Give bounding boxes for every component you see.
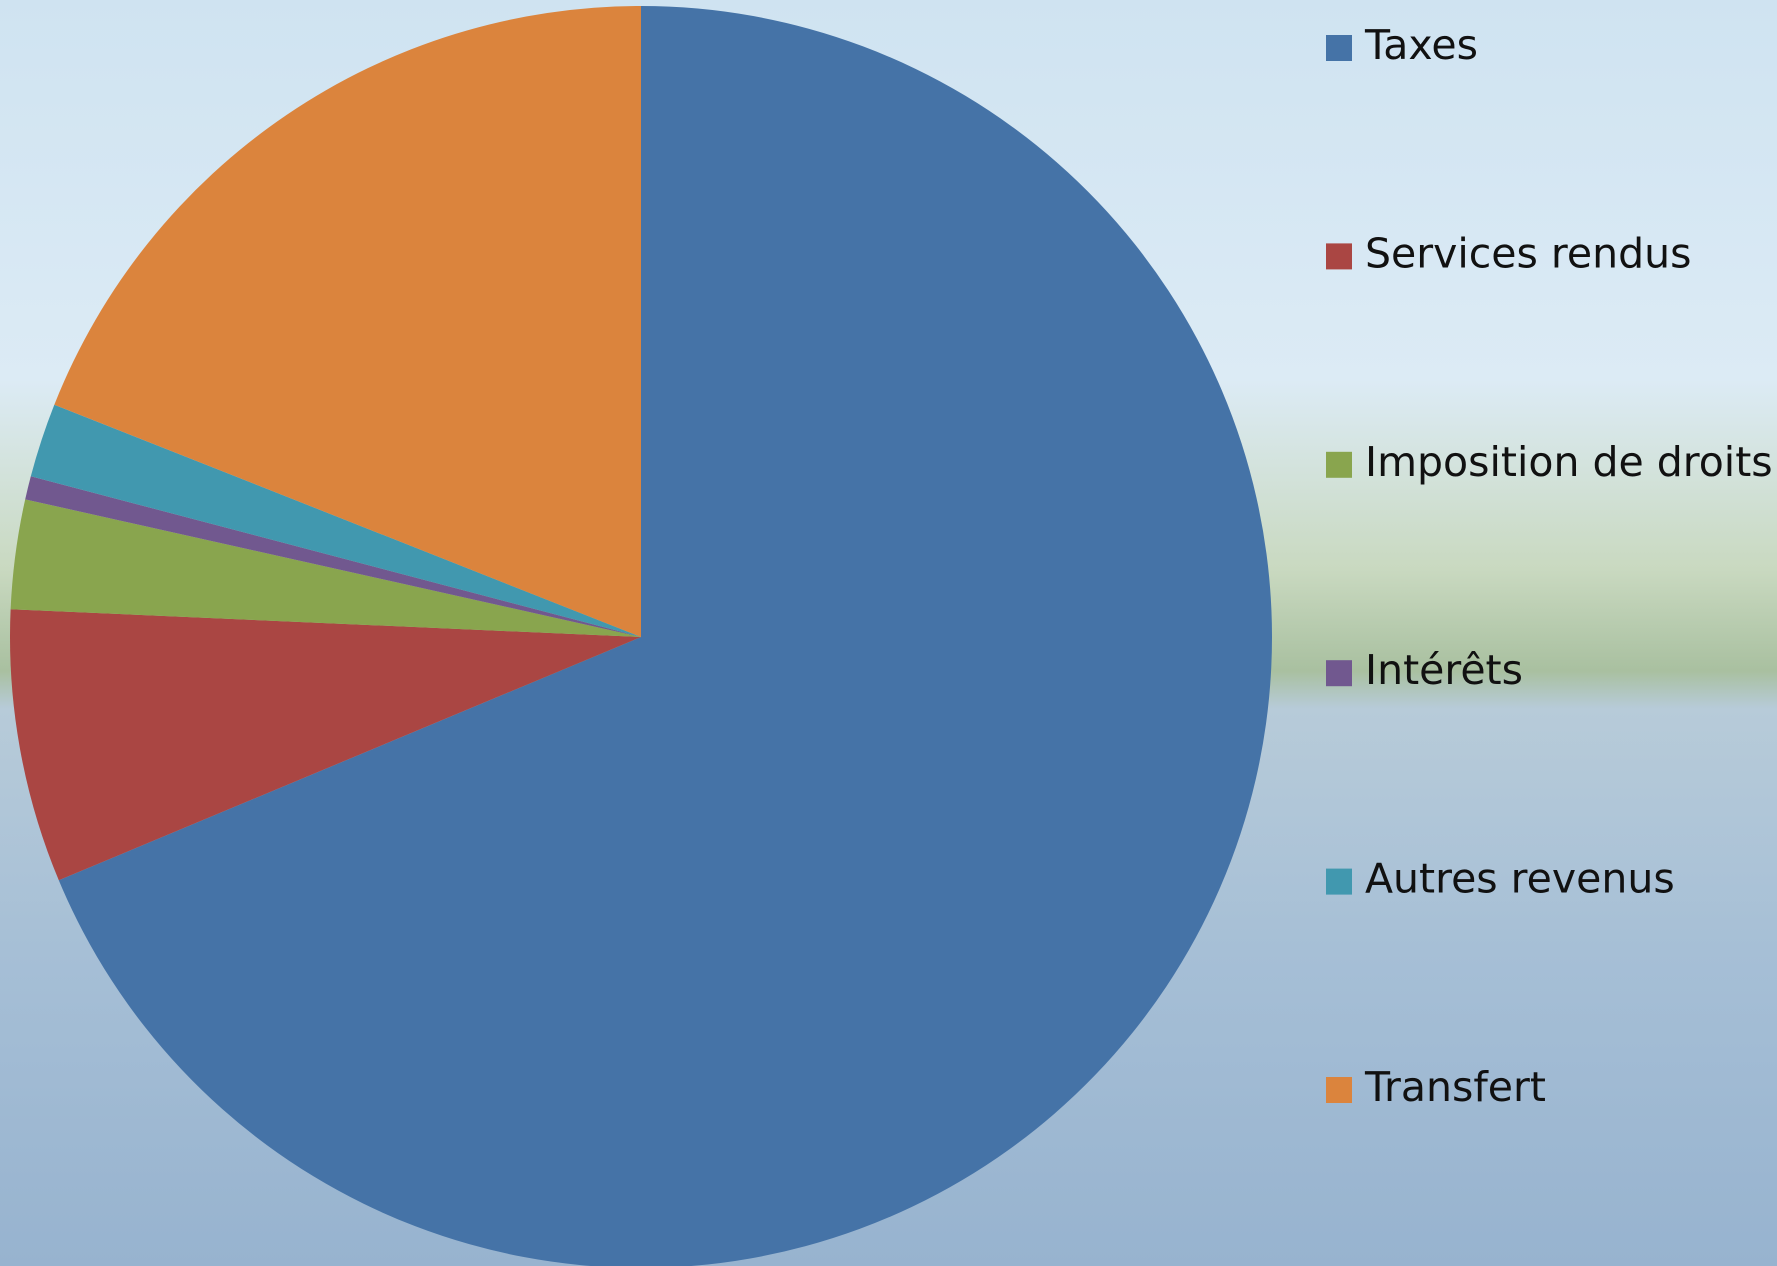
- pie-slice: [54, 6, 642, 637]
- legend-swatch: [1326, 868, 1352, 895]
- pie-slice: [10, 499, 641, 637]
- legend-label: Autres revenus: [1365, 855, 1675, 903]
- legend-swatch: [1326, 243, 1352, 270]
- legend-label: Intérêts: [1365, 646, 1523, 694]
- legend-swatch: [1326, 451, 1352, 478]
- legend-label: Services rendus: [1365, 229, 1691, 277]
- pie-slice: [30, 404, 641, 637]
- legend-swatch: [1326, 1077, 1352, 1103]
- legend-label: Imposition de droits: [1365, 438, 1773, 486]
- pie-slice: [58, 6, 1272, 1266]
- pie-slice: [9, 609, 641, 881]
- legend-swatch: [1326, 660, 1352, 687]
- legend-swatch: [1326, 35, 1352, 61]
- pie-slice: [25, 476, 641, 637]
- legend-label: Taxes: [1364, 21, 1478, 69]
- legend-label: Transfert: [1364, 1063, 1546, 1111]
